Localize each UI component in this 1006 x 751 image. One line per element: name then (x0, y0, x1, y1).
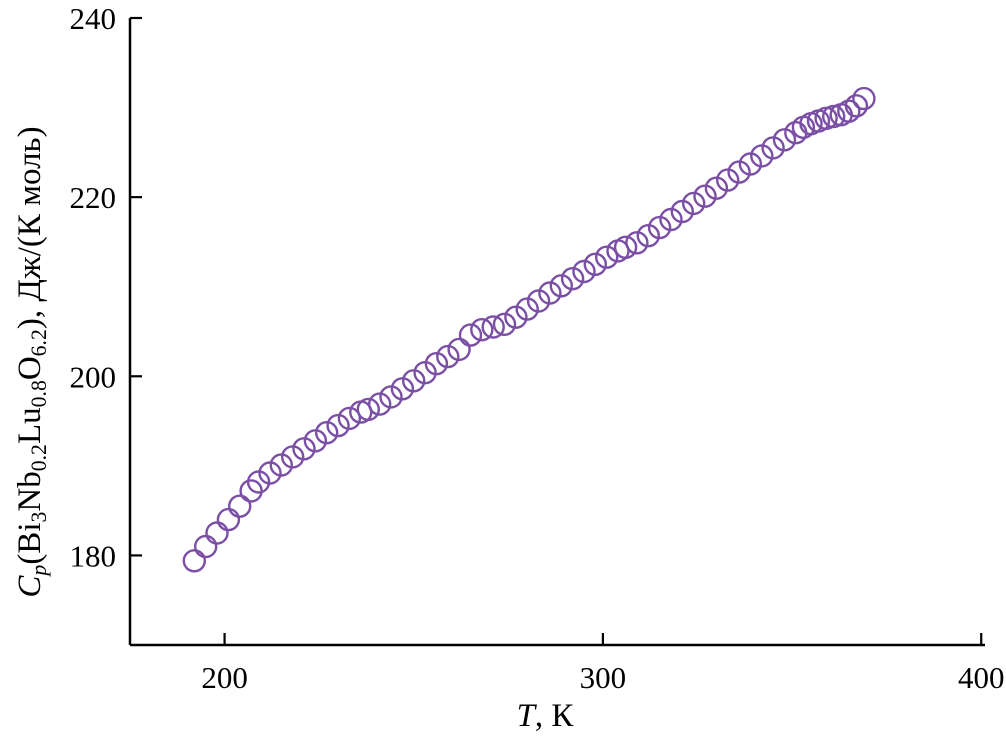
data-point-marker (315, 421, 339, 445)
data-point-marker (560, 267, 585, 291)
axis-title-segment: ) (12, 318, 48, 330)
data-point-marker (216, 507, 241, 532)
y-axis-title: Cp(Bi3Nb0.2Lu0.8O6.2), Дж/(К моль) (12, 126, 52, 597)
data-point-marker (205, 521, 229, 545)
axis-title-segment: 0.8 (27, 380, 52, 408)
data-point-marker (625, 231, 649, 255)
data-point-marker (549, 274, 573, 298)
data-point-marker (227, 494, 252, 518)
data-point-marker (368, 392, 392, 416)
axis-title-segment: Nb (12, 471, 48, 512)
data-point-marker (837, 99, 861, 123)
axis-title-segment: C (12, 575, 48, 598)
data-point-marker (481, 315, 505, 339)
x-tick-label: 200 (201, 660, 248, 695)
data-point-marker (458, 323, 483, 347)
data-point-marker (492, 312, 517, 336)
data-point-marker (682, 191, 706, 216)
y-tick-label: 200 (70, 359, 117, 394)
data-point-marker (844, 94, 869, 118)
axis-title-segment: , Дж/(К моль) (12, 126, 48, 319)
data-point-marker (424, 352, 449, 376)
axis-title-segment: Lu (12, 407, 48, 445)
data-point-marker (193, 534, 218, 559)
data-point-marker (772, 128, 797, 152)
x-tick-label: 400 (958, 660, 1005, 695)
data-point-marker (852, 86, 876, 111)
data-point-marker (470, 318, 494, 342)
data-point-marker (538, 281, 562, 305)
axis-title-segment: , К (534, 698, 574, 734)
axis-title-segment: T (516, 698, 535, 734)
data-point-marker (326, 413, 350, 438)
axis-title-segment: (Bi (12, 522, 48, 565)
data-point-marker (356, 397, 380, 422)
y-tick-label: 180 (70, 538, 117, 573)
axis-title-segment: 3 (27, 511, 52, 523)
axis-title-segment: 0.2 (27, 444, 52, 472)
data-point-marker (613, 235, 638, 260)
x-tick-label: 300 (580, 660, 627, 695)
axis-title-segment: p (27, 564, 52, 576)
axis-title-segment: O (12, 356, 48, 381)
data-point-marker (436, 344, 460, 369)
data-point-marker (572, 259, 596, 284)
data-point-marker (583, 252, 607, 276)
data-point-marker (337, 406, 362, 431)
y-tick-label: 240 (70, 1, 117, 36)
data-point-marker (182, 549, 207, 573)
data-point-marker (595, 245, 619, 269)
x-axis-title: T, К (517, 698, 574, 735)
axis-title-segment: 6.2 (27, 329, 52, 357)
y-tick-label: 220 (70, 180, 117, 215)
data-point-marker (447, 337, 471, 362)
